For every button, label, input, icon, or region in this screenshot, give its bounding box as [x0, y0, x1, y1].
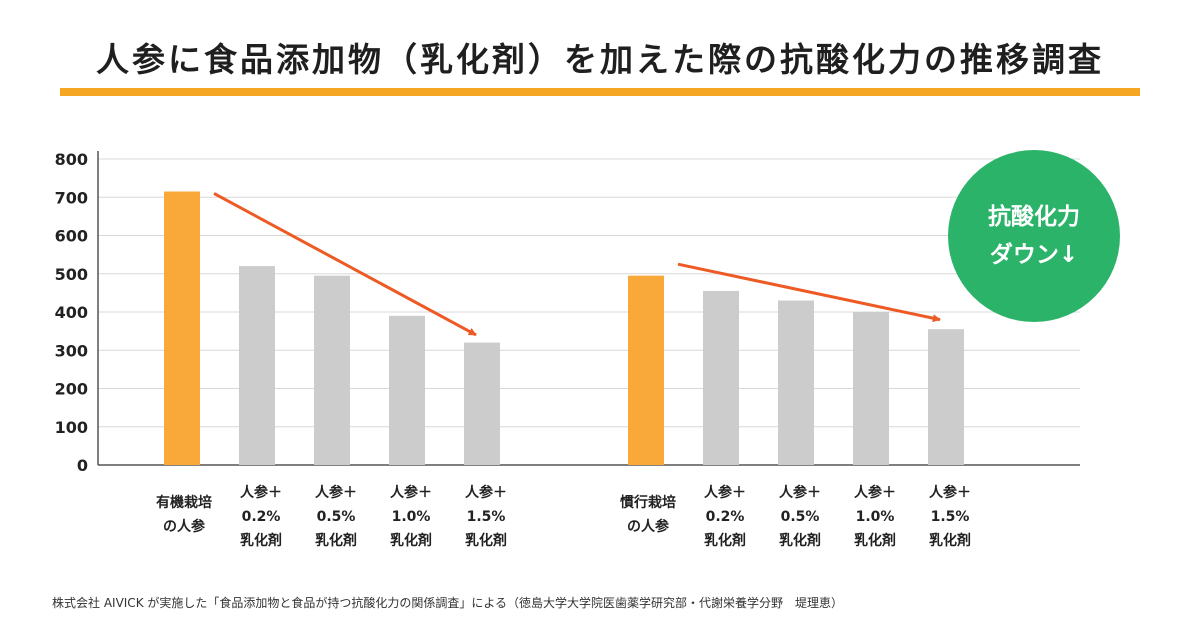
x-category-label: の人参 — [627, 518, 670, 535]
x-category-label: 人参＋ — [390, 484, 432, 501]
x-category-label: 1.5% — [931, 509, 970, 525]
x-category-label: 0.2% — [242, 509, 281, 525]
x-category-label: 人参＋ — [704, 484, 746, 501]
x-category-label: 慣行栽培 — [619, 494, 676, 511]
y-tick-label: 400 — [55, 303, 88, 322]
y-tick-label: 100 — [55, 418, 88, 437]
bar — [703, 290, 739, 465]
x-category-label: 乳化剤 — [315, 532, 357, 549]
source-note: 株式会社 AIVICK が実施した「食品添加物と食品が持つ抗酸化力の関係調査」に… — [52, 596, 844, 610]
x-category-label: 乳化剤 — [240, 532, 282, 549]
x-category-label: 人参＋ — [854, 484, 896, 501]
bar — [239, 266, 275, 465]
y-tick-label: 200 — [55, 380, 88, 399]
bar — [314, 275, 350, 465]
x-category-label: 1.0% — [856, 509, 895, 525]
x-category-label: 1.0% — [392, 509, 431, 525]
x-category-label: 人参＋ — [315, 484, 357, 501]
x-category-label: の人参 — [163, 518, 206, 535]
y-tick-label: 800 — [55, 150, 88, 169]
x-category-label: 人参＋ — [465, 484, 507, 501]
x-category-label: 人参＋ — [240, 484, 282, 501]
trend-arrow — [677, 262, 941, 323]
x-category-label: 0.2% — [706, 509, 745, 525]
x-category-label: 乳化剤 — [704, 532, 746, 549]
x-category-label: 乳化剤 — [929, 532, 971, 549]
x-category-label: 乳化剤 — [779, 532, 821, 549]
y-tick-label: 600 — [55, 227, 88, 246]
x-category-label: 人参＋ — [779, 484, 821, 501]
bar — [928, 329, 964, 465]
x-category-label: 0.5% — [781, 509, 820, 525]
x-category-label: 乳化剤 — [465, 532, 507, 549]
x-category-label: 有機栽培 — [156, 494, 212, 511]
antioxidant-down-badge: 抗酸化力 ダウン↓ — [948, 150, 1120, 322]
y-tick-label: 700 — [55, 188, 88, 207]
badge-line-2: ダウン↓ — [989, 242, 1079, 268]
x-category-label: 乳化剤 — [854, 532, 896, 549]
y-tick-label: 300 — [55, 341, 88, 360]
bar — [778, 300, 814, 465]
x-category-label: 0.5% — [317, 509, 356, 525]
trend-arrow — [213, 192, 477, 337]
bar — [853, 312, 889, 465]
x-category-label: 1.5% — [467, 509, 506, 525]
title-underline — [60, 88, 1140, 96]
bar — [464, 342, 500, 465]
chart-title: 人参に食品添加物（乳化剤）を加えた際の抗酸化力の推移調査 — [96, 40, 1104, 79]
bar — [628, 275, 664, 465]
badge-line-1: 抗酸化力 — [988, 204, 1080, 230]
y-tick-label: 0 — [77, 456, 88, 475]
x-category-label: 人参＋ — [929, 484, 971, 501]
bar — [389, 315, 425, 465]
x-category-label: 乳化剤 — [390, 532, 432, 549]
bar — [164, 191, 200, 465]
y-tick-label: 500 — [55, 265, 88, 284]
